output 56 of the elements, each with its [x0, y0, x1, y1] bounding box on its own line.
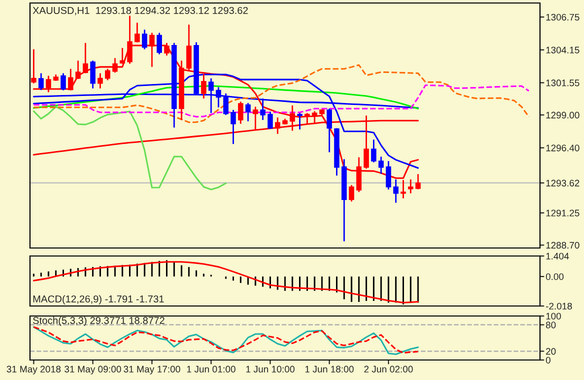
y-tick-label: 1299.00	[546, 112, 580, 118]
y-tick-label: 1.404	[546, 252, 569, 260]
candlestick	[415, 173, 421, 190]
x-tick-label: 31 May 2018	[6, 366, 61, 374]
y-tick-label: 1301.55	[546, 80, 580, 86]
y-tick-label: 1288.70	[546, 242, 580, 249]
candlestick	[134, 22, 140, 43]
candlestick	[156, 32, 162, 55]
y-tick-label: 1293.62	[546, 180, 580, 186]
line-series	[32, 106, 227, 190]
candlestick	[104, 68, 110, 81]
candlestick	[31, 48, 36, 84]
line-series	[32, 261, 419, 304]
x-tick-label: 2 Jun 02:00	[364, 366, 413, 372]
candlestick	[46, 75, 52, 93]
candlestick	[98, 72, 103, 90]
x-tick-label: 31 May 09:00	[64, 366, 122, 374]
y-tick-label: 100	[546, 312, 561, 320]
y-tick-label: 0.00	[546, 273, 564, 280]
y-tick-label: 1296.40	[546, 144, 580, 152]
candlestick	[238, 100, 244, 124]
candlestick	[408, 178, 414, 194]
candlestick	[386, 160, 392, 190]
candlestick	[75, 60, 81, 80]
y-tick-label: 20	[546, 348, 556, 355]
line-series	[32, 64, 530, 124]
y-tick-label: 1304.15	[546, 46, 580, 54]
candlestick	[112, 57, 118, 74]
candlestick	[142, 28, 148, 50]
x-tick-label: 31 May 17:00	[124, 366, 180, 374]
x-tick-label: 1 Jun 01:00	[187, 366, 236, 372]
x-tick-label: 1 Jun 18:00	[305, 366, 354, 372]
candlestick	[378, 156, 384, 174]
y-tick-label: 1291.25	[546, 210, 580, 216]
x-tick-label: 1 Jun 10:00	[246, 366, 295, 372]
candlestick	[90, 60, 96, 90]
candlestick	[201, 73, 206, 100]
candlestick	[60, 72, 66, 92]
candlestick	[120, 47, 126, 64]
y-tick-label: 1306.75	[546, 14, 580, 21]
candlestick	[68, 68, 74, 92]
y-tick-label: 80	[546, 322, 556, 328]
chart-title: XAUUSD,H1 1293.18 1294.32 1293.12 1293.62	[32, 6, 248, 16]
candlestick	[393, 178, 399, 204]
candlestick	[230, 109, 236, 145]
chart-title: Stoch(5,3,3) 29.3771 18.8772	[33, 316, 164, 326]
candlestick	[326, 108, 332, 153]
candlestick	[348, 184, 354, 202]
y-tick-label: -2.018	[546, 302, 572, 310]
candlestick	[245, 102, 251, 122]
text: MACD(12,26,9) -1.791 -1.731	[33, 295, 164, 304]
candlestick	[297, 112, 302, 130]
candlestick	[268, 111, 273, 130]
candlestick	[371, 138, 376, 164]
y-tick-label: 0	[546, 356, 550, 364]
candlestick	[38, 72, 44, 91]
